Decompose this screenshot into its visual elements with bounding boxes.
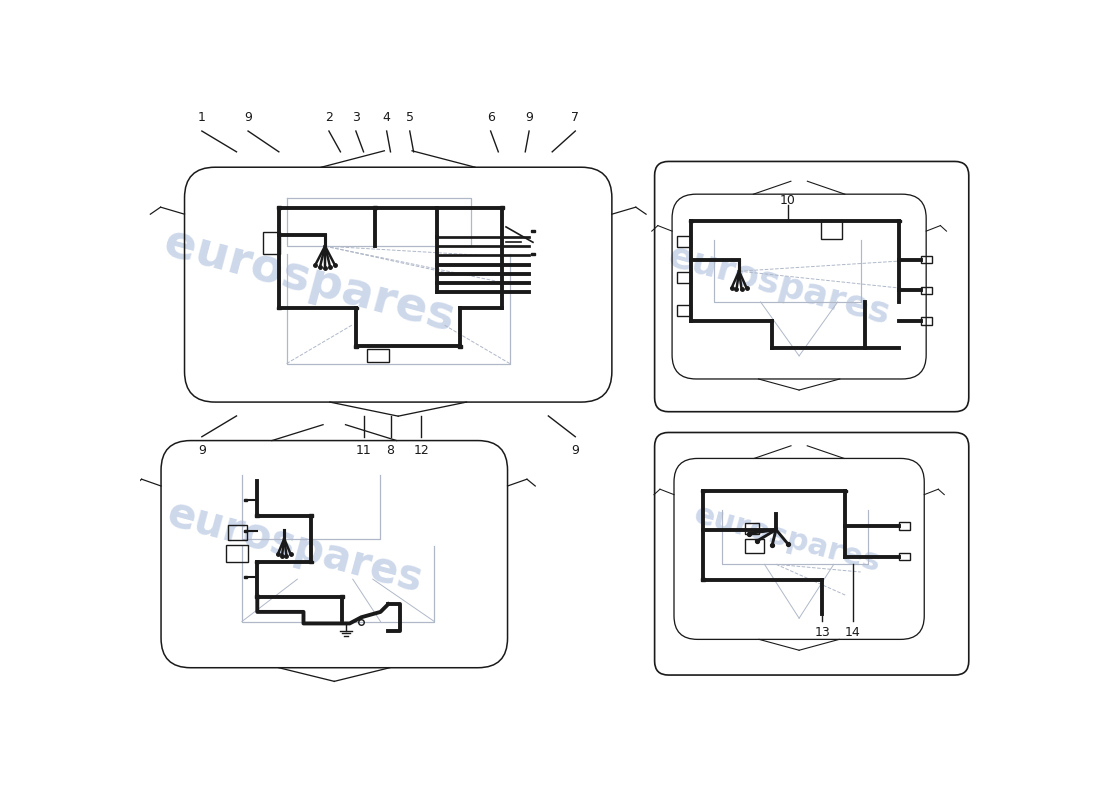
Text: eurospares: eurospares — [162, 492, 427, 601]
Text: eurospares: eurospares — [691, 500, 883, 578]
Text: 1: 1 — [198, 111, 206, 124]
Text: eurospares: eurospares — [664, 238, 894, 330]
Bar — [309, 514, 313, 517]
Bar — [277, 306, 280, 309]
Bar — [227, 545, 249, 562]
Text: 9: 9 — [525, 111, 533, 124]
Text: 9: 9 — [244, 111, 252, 124]
Text: 9: 9 — [571, 444, 580, 457]
Bar — [373, 206, 377, 209]
Bar — [678, 272, 691, 282]
Text: 9: 9 — [198, 444, 206, 457]
Bar — [678, 236, 691, 246]
Text: 12: 12 — [414, 444, 429, 457]
Text: eurospares: eurospares — [160, 220, 460, 342]
Text: 7: 7 — [571, 111, 580, 124]
Bar — [821, 220, 843, 239]
Text: 14: 14 — [845, 626, 861, 639]
Bar — [921, 256, 932, 263]
Bar — [309, 561, 313, 563]
Bar — [255, 514, 260, 517]
Bar — [244, 499, 248, 502]
Bar — [354, 306, 358, 309]
Bar — [844, 490, 847, 493]
Bar — [690, 220, 693, 222]
Text: 2: 2 — [324, 111, 333, 124]
Text: 8: 8 — [386, 444, 395, 457]
Bar — [899, 522, 910, 530]
Bar — [531, 253, 535, 255]
Bar — [745, 522, 759, 534]
Text: 4: 4 — [383, 111, 390, 124]
Bar — [701, 490, 705, 493]
Bar — [678, 305, 691, 316]
Bar — [500, 206, 504, 209]
Bar — [921, 286, 932, 294]
Bar — [244, 576, 248, 578]
Bar — [701, 578, 705, 581]
Text: 5: 5 — [406, 111, 414, 124]
Bar — [255, 561, 260, 563]
Bar — [264, 232, 280, 254]
Bar — [921, 318, 932, 325]
Bar — [531, 230, 535, 232]
Bar — [255, 595, 260, 598]
Bar — [244, 530, 248, 532]
Bar — [354, 345, 358, 347]
Bar — [340, 595, 344, 598]
Text: 10: 10 — [780, 194, 795, 207]
Bar — [277, 206, 280, 209]
Bar — [458, 345, 462, 347]
Text: 11: 11 — [355, 444, 372, 457]
Bar — [898, 220, 901, 222]
Bar — [367, 350, 389, 362]
Text: 6: 6 — [486, 111, 495, 124]
Bar — [228, 525, 248, 540]
Text: 3: 3 — [352, 111, 360, 124]
Bar — [899, 553, 910, 561]
Bar — [745, 539, 763, 553]
Text: 13: 13 — [814, 626, 830, 639]
